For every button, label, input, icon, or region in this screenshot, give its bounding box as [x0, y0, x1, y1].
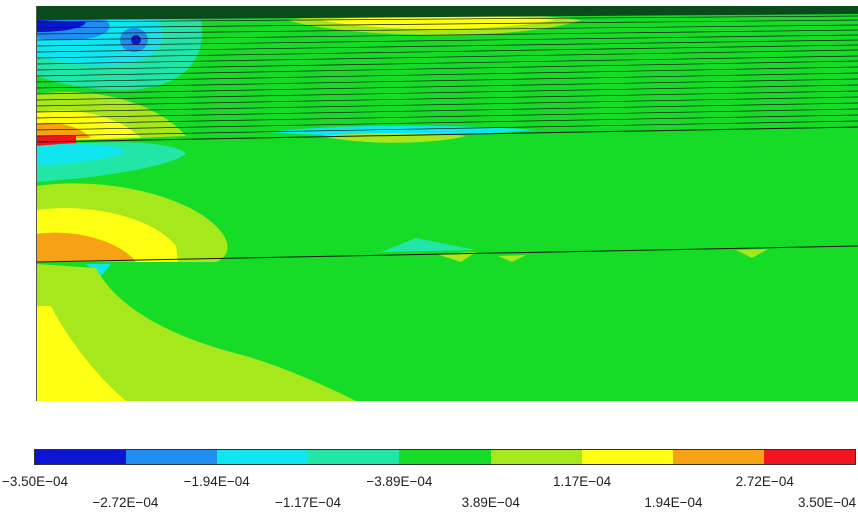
- contour-mid-cyan-notch: [86, 264, 111, 276]
- contour-mid-yellow-notch-2: [498, 255, 526, 262]
- legend-swatch-4: [399, 450, 491, 464]
- contour-spot-darkblue: [131, 35, 141, 45]
- legend-swatch-6: [581, 450, 673, 464]
- contour-left-lightblue-lower: [36, 144, 126, 166]
- legend-swatch-7: [672, 450, 764, 464]
- legend-swatch-8: [763, 450, 855, 464]
- legend-tick-label: −3.89E−04: [366, 474, 433, 489]
- interface-line-upper: [36, 126, 858, 143]
- legend-tick-label: −1.17E−04: [275, 495, 342, 510]
- color-legend-bar: [34, 449, 856, 465]
- legend-tick-label: 2.72E−04: [735, 474, 794, 489]
- layer-lines: [36, 15, 858, 137]
- contour-mid-orange: [36, 232, 136, 262]
- legend-tick-label: −3.50E−04: [2, 474, 69, 489]
- legend-swatch-2: [217, 450, 309, 464]
- contour-interface-yellow: [321, 133, 466, 143]
- contour-mid-yellow-notch-3: [736, 249, 768, 258]
- legend-tick-label: 3.89E−04: [461, 495, 520, 510]
- legend-tick-label: −1.94E−04: [183, 474, 250, 489]
- top-strip: [36, 6, 858, 20]
- legend-tick-label: 1.94E−04: [644, 495, 703, 510]
- legend-swatch-0: [35, 450, 127, 464]
- contour-plot: [36, 6, 858, 401]
- contour-bottom-yellow: [36, 306, 126, 401]
- contour-bottom-yellowgreen: [36, 264, 356, 401]
- legend-tick-label: 1.17E−04: [553, 474, 612, 489]
- legend-swatch-1: [126, 450, 218, 464]
- contour-midleft-red: [36, 136, 76, 146]
- interface-line-lower: [36, 245, 858, 263]
- legend-tick-label: 3.50E−04: [798, 495, 857, 510]
- legend-swatch-5: [490, 450, 582, 464]
- legend-swatch-3: [308, 450, 400, 464]
- contour-mid-cyan-bump: [381, 238, 476, 252]
- legend-tick-label: −2.72E−04: [92, 495, 159, 510]
- contour-upper-left-darkblue: [36, 20, 86, 32]
